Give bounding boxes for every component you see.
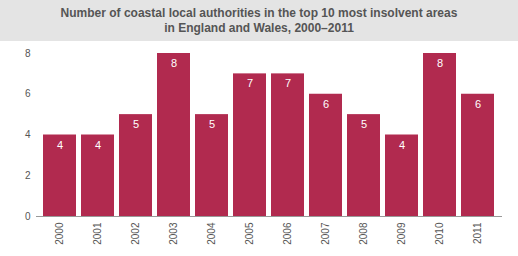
svg-text:4: 4: [95, 139, 101, 151]
svg-text:5: 5: [133, 118, 139, 130]
svg-text:2004: 2004: [206, 222, 217, 245]
svg-text:4: 4: [25, 129, 31, 140]
svg-text:6: 6: [25, 88, 31, 99]
svg-text:6: 6: [323, 98, 329, 110]
svg-text:4: 4: [399, 139, 405, 151]
svg-text:2007: 2007: [320, 222, 331, 245]
svg-text:7: 7: [247, 77, 253, 89]
svg-text:2011: 2011: [472, 222, 483, 244]
svg-text:0: 0: [25, 211, 31, 222]
svg-text:6: 6: [475, 98, 481, 110]
svg-text:7: 7: [285, 77, 291, 89]
svg-text:5: 5: [209, 118, 215, 130]
svg-text:2006: 2006: [282, 222, 293, 245]
svg-text:8: 8: [171, 57, 177, 69]
svg-text:2003: 2003: [168, 222, 179, 245]
svg-text:2010: 2010: [434, 222, 445, 245]
svg-text:8: 8: [437, 57, 443, 69]
svg-text:2000: 2000: [54, 222, 65, 245]
svg-text:2009: 2009: [396, 222, 407, 245]
svg-text:2002: 2002: [130, 222, 141, 245]
svg-text:2: 2: [25, 170, 31, 181]
svg-text:2008: 2008: [358, 222, 369, 245]
html-text:Number of coastal local author: Number of coastal local authorities in t…: [60, 6, 458, 35]
svg-text:2001: 2001: [92, 222, 103, 245]
svg-text:4: 4: [57, 139, 63, 151]
svg-text:8: 8: [25, 48, 31, 59]
svg-text:5: 5: [361, 118, 367, 130]
svg-text:2005: 2005: [244, 222, 255, 245]
